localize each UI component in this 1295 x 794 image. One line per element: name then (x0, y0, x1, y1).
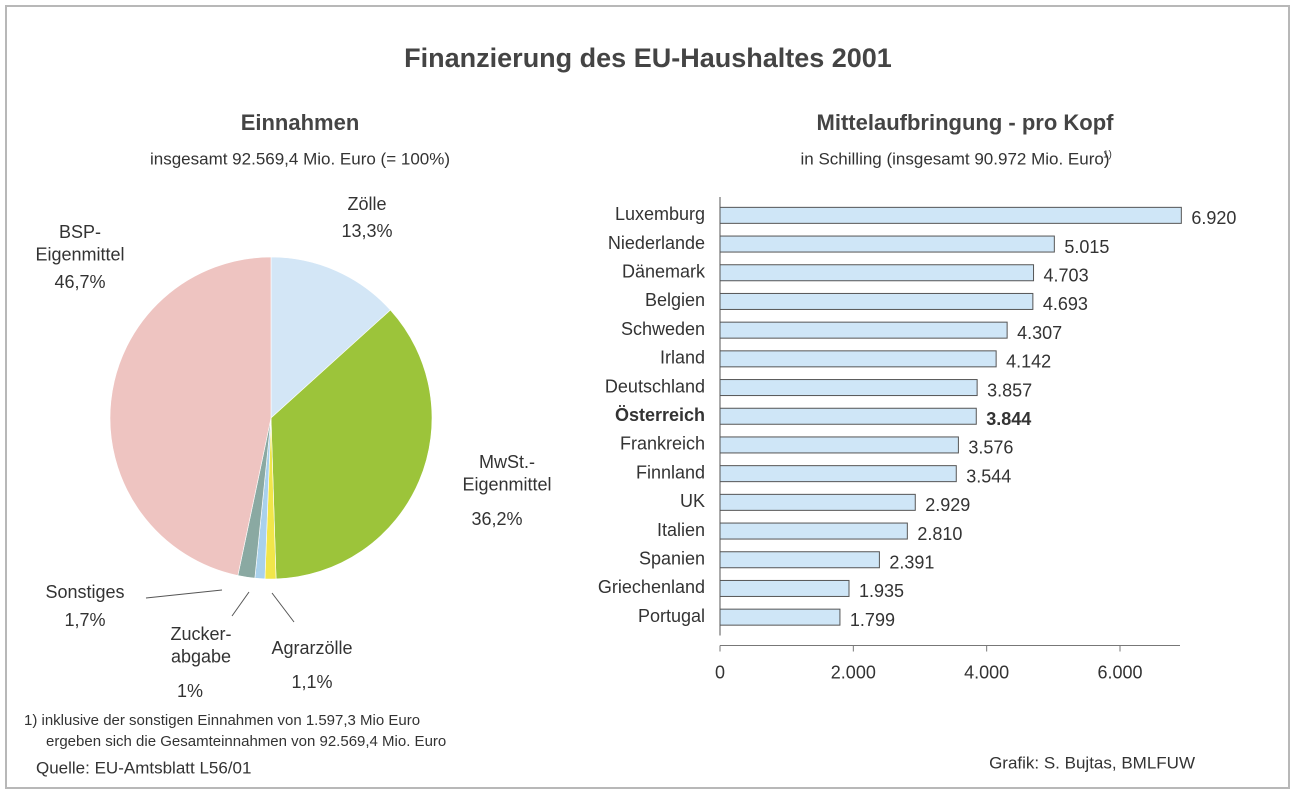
slice-label: BSP-Eigenmittel (35, 222, 124, 265)
leader-line (231, 591, 250, 617)
bar (719, 436, 959, 454)
y-tick-label: Spanien (639, 549, 705, 569)
bar (719, 493, 916, 511)
value-label: 4.693 (1043, 294, 1088, 314)
footnote-line: ergeben sich die Gesamteinnahmen von 92.… (46, 733, 446, 750)
value-label: 3.544 (966, 466, 1011, 486)
slice-value-label: 1,1% (291, 672, 332, 692)
y-tick-label: Portugal (638, 606, 705, 626)
bar (719, 608, 841, 626)
y-tick-label: Finnland (636, 462, 705, 482)
footnote-line: 1) inklusive der sonstigen Einnahmen von… (24, 712, 420, 729)
y-tick-label: Luxemburg (615, 204, 705, 224)
x-tick-label: 2.000 (831, 662, 876, 682)
bar-subtitle: in Schilling (insgesamt 90.972 Mio. Euro… (801, 149, 1110, 168)
x-tick-label: 0 (715, 662, 725, 682)
slice-value-label: 46,7% (54, 272, 105, 292)
x-tick-label: 4.000 (964, 662, 1009, 682)
slice-label: Sonstiges (45, 582, 124, 602)
value-label: 1.935 (859, 581, 904, 601)
value-label: 2.929 (925, 495, 970, 515)
frame (5, 5, 1290, 789)
value-label: 1.799 (850, 610, 895, 630)
y-tick-label: Italien (657, 520, 705, 540)
pie-slice (270, 256, 391, 419)
bar (719, 522, 908, 540)
value-label: 2.810 (917, 524, 962, 544)
value-label: 5.015 (1064, 237, 1109, 257)
value-label: 2.391 (889, 553, 934, 573)
bar (719, 350, 997, 368)
slice-label: Agrarzölle (271, 638, 352, 658)
bar (719, 206, 1182, 224)
pie-slice (270, 309, 433, 580)
slice-value-label: 1,7% (64, 610, 105, 630)
y-tick-label: Schweden (621, 319, 705, 339)
value-label: 3.576 (968, 438, 1013, 458)
y-tick-label: Dänemark (622, 262, 706, 282)
bar (719, 292, 1034, 310)
bar (719, 379, 978, 397)
y-tick-label: Frankreich (620, 434, 705, 454)
value-label: 6.920 (1191, 208, 1236, 228)
bar (719, 465, 957, 483)
leader-line (271, 592, 295, 623)
bar (719, 551, 880, 569)
bar (719, 407, 977, 425)
slice-value-label: 36,2% (471, 509, 522, 529)
value-label: 3.857 (987, 380, 1032, 400)
value-label: 4.307 (1017, 323, 1062, 343)
leader-lines (145, 589, 295, 623)
main-title: Finanzierung des EU-Haushaltes 2001 (404, 43, 892, 73)
pie-title: Einnahmen (241, 110, 360, 135)
leader-line (145, 589, 223, 599)
pie-subtitle: insgesamt 92.569,4 Mio. Euro (= 100%) (150, 149, 450, 168)
slice-value-label: 1% (177, 681, 203, 701)
pie-slice (109, 256, 272, 576)
y-tick-label: Niederlande (608, 233, 705, 253)
y-tick-label: Griechenland (598, 577, 705, 597)
footnote-mark: 1) (1103, 150, 1112, 161)
bar (719, 321, 1008, 339)
bar (719, 579, 850, 597)
value-label: 3.844 (986, 409, 1031, 429)
y-tick-label: Irland (660, 348, 705, 368)
slice-value-label: 13,3% (341, 221, 392, 241)
source: Quelle: EU-Amtsblatt L56/01 (36, 758, 251, 777)
y-tick-label: Österreich (615, 405, 705, 425)
bar-title: Mittelaufbringung - pro Kopf (817, 110, 1115, 135)
x-tick-label: 6.000 (1097, 662, 1142, 682)
slice-label: Zucker-abgabe (170, 624, 231, 667)
y-tick-label: Belgien (645, 290, 705, 310)
credit: Grafik: S. Bujtas, BMLFUW (989, 753, 1195, 772)
bar (719, 264, 1035, 282)
slice-label: MwSt.-Eigenmittel (462, 452, 551, 495)
value-label: 4.142 (1006, 352, 1051, 372)
slice-label: Zölle (347, 194, 386, 214)
y-tick-label: UK (680, 491, 705, 511)
bar (719, 235, 1055, 253)
y-tick-label: Deutschland (605, 376, 705, 396)
value-label: 4.703 (1044, 266, 1089, 286)
